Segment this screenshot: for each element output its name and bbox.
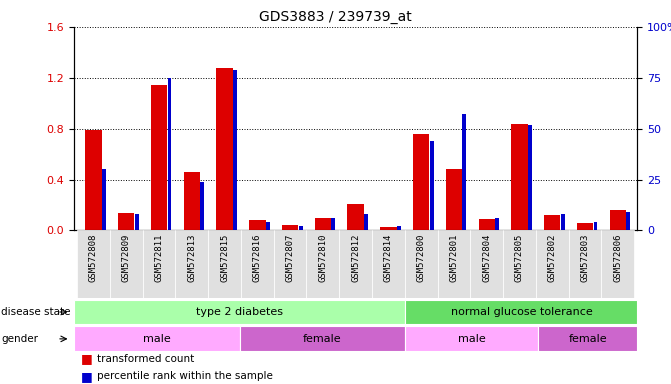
Text: female: female xyxy=(568,334,607,344)
Bar xyxy=(184,172,200,230)
Text: GSM572813: GSM572813 xyxy=(187,234,197,282)
Bar xyxy=(151,85,167,230)
Text: male: male xyxy=(458,334,486,344)
Text: percentile rank within the sample: percentile rank within the sample xyxy=(97,371,273,381)
FancyBboxPatch shape xyxy=(340,230,372,298)
Text: ■: ■ xyxy=(81,370,93,383)
FancyBboxPatch shape xyxy=(405,300,637,324)
Bar xyxy=(594,222,597,230)
FancyBboxPatch shape xyxy=(437,230,470,298)
Text: GSM572800: GSM572800 xyxy=(417,234,425,282)
FancyBboxPatch shape xyxy=(110,230,143,298)
FancyBboxPatch shape xyxy=(405,230,437,298)
Text: male: male xyxy=(143,334,170,344)
Bar xyxy=(85,130,102,230)
Bar xyxy=(478,219,495,230)
Text: normal glucose tolerance: normal glucose tolerance xyxy=(450,307,592,317)
Text: GSM572810: GSM572810 xyxy=(318,234,327,282)
Text: GSM572809: GSM572809 xyxy=(121,234,131,282)
Text: GSM572806: GSM572806 xyxy=(613,234,622,282)
Text: transformed count: transformed count xyxy=(97,354,195,364)
Text: GSM572814: GSM572814 xyxy=(384,234,393,282)
FancyBboxPatch shape xyxy=(241,230,274,298)
FancyBboxPatch shape xyxy=(372,230,405,298)
Text: gender: gender xyxy=(1,334,38,344)
FancyBboxPatch shape xyxy=(274,230,307,298)
Text: GSM572808: GSM572808 xyxy=(89,234,98,282)
Text: GSM572816: GSM572816 xyxy=(253,234,262,282)
Text: GDS3883 / 239739_at: GDS3883 / 239739_at xyxy=(259,10,412,23)
Text: GSM572811: GSM572811 xyxy=(154,234,164,282)
FancyBboxPatch shape xyxy=(74,326,240,351)
FancyBboxPatch shape xyxy=(240,326,405,351)
Text: GSM572815: GSM572815 xyxy=(220,234,229,282)
Bar xyxy=(118,213,134,230)
Text: GSM572812: GSM572812 xyxy=(351,234,360,282)
FancyBboxPatch shape xyxy=(143,230,175,298)
FancyBboxPatch shape xyxy=(568,230,601,298)
Bar xyxy=(446,169,462,230)
Bar xyxy=(266,222,270,230)
Bar xyxy=(397,226,401,230)
Text: disease state: disease state xyxy=(1,307,71,317)
FancyBboxPatch shape xyxy=(536,230,568,298)
Bar xyxy=(511,124,527,230)
Text: GSM572804: GSM572804 xyxy=(482,234,491,282)
Bar xyxy=(249,220,266,230)
Bar xyxy=(168,78,172,230)
FancyBboxPatch shape xyxy=(208,230,241,298)
Bar xyxy=(348,204,364,230)
Text: GSM572805: GSM572805 xyxy=(515,234,524,282)
Bar xyxy=(429,141,433,230)
FancyBboxPatch shape xyxy=(538,326,637,351)
Text: GSM572801: GSM572801 xyxy=(450,234,458,282)
Bar xyxy=(216,68,233,230)
Text: type 2 diabetes: type 2 diabetes xyxy=(196,307,283,317)
FancyBboxPatch shape xyxy=(307,230,340,298)
Bar xyxy=(102,169,106,230)
Text: GSM572802: GSM572802 xyxy=(548,234,557,282)
Bar xyxy=(609,210,626,230)
Bar xyxy=(233,70,237,230)
Bar xyxy=(201,182,204,230)
FancyBboxPatch shape xyxy=(503,230,536,298)
Text: GSM572807: GSM572807 xyxy=(286,234,295,282)
Bar xyxy=(315,218,331,230)
FancyBboxPatch shape xyxy=(470,230,503,298)
Bar xyxy=(626,212,630,230)
Bar xyxy=(135,214,139,230)
Bar xyxy=(561,214,565,230)
Bar xyxy=(299,226,303,230)
Bar xyxy=(577,223,593,230)
Bar xyxy=(331,218,336,230)
Text: ■: ■ xyxy=(81,353,93,366)
Bar xyxy=(282,225,299,230)
FancyBboxPatch shape xyxy=(175,230,208,298)
Bar xyxy=(380,227,397,230)
Bar xyxy=(462,114,466,230)
Text: GSM572803: GSM572803 xyxy=(580,234,590,282)
FancyBboxPatch shape xyxy=(405,326,538,351)
Bar xyxy=(413,134,429,230)
FancyBboxPatch shape xyxy=(77,230,110,298)
FancyBboxPatch shape xyxy=(601,230,634,298)
Bar xyxy=(364,214,368,230)
FancyBboxPatch shape xyxy=(74,300,405,324)
Bar xyxy=(528,124,532,230)
Bar xyxy=(495,218,499,230)
Text: female: female xyxy=(303,334,342,344)
Bar xyxy=(544,215,560,230)
